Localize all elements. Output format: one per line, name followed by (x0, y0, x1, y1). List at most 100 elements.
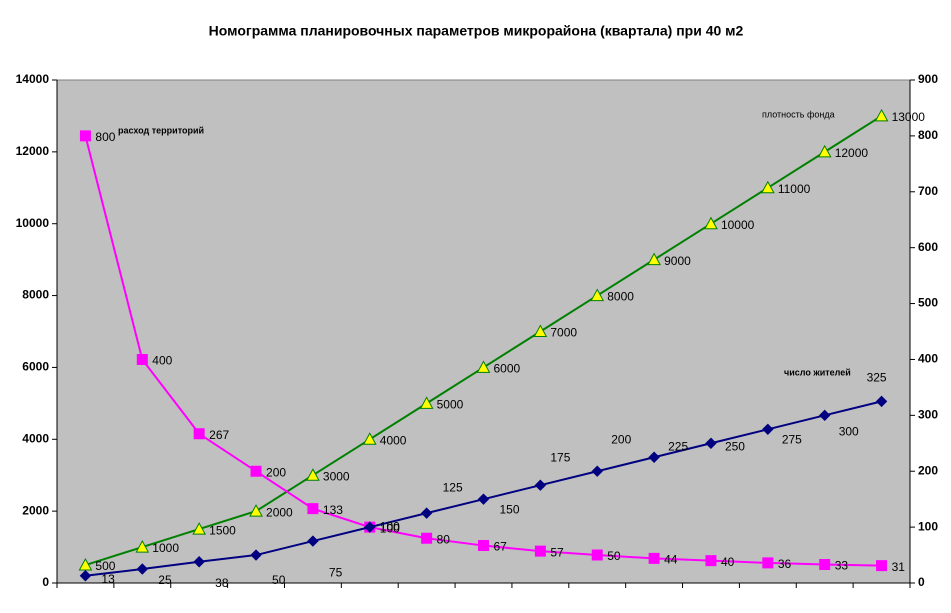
chart-title: Номограмма планировочных параметров микр… (209, 23, 744, 39)
marker (420, 507, 433, 519)
marker (136, 353, 148, 365)
marker (534, 545, 546, 557)
y-tick-label: 4000 (22, 431, 49, 445)
series-label: число жителей (784, 367, 851, 377)
data-label: 300 (839, 425, 859, 439)
data-label: 12000 (835, 146, 869, 160)
data-label: 1500 (209, 523, 236, 537)
data-label: 1000 (152, 541, 179, 555)
marker (135, 540, 150, 553)
data-label: 125 (443, 480, 463, 494)
marker (362, 432, 377, 445)
marker (477, 493, 490, 505)
data-label: 13000 (892, 110, 926, 124)
marker (705, 555, 717, 567)
marker (648, 552, 660, 564)
marker (819, 559, 831, 571)
data-label: 500 (95, 559, 115, 573)
data-label: 4000 (380, 433, 407, 447)
y2-tick-label: 300 (918, 408, 938, 422)
y2-tick-label: 200 (918, 463, 938, 477)
data-label: 175 (550, 450, 570, 464)
y-tick-label: 0 (42, 575, 49, 589)
marker (476, 360, 491, 373)
data-label: 67 (494, 540, 508, 554)
marker (762, 557, 774, 569)
y2-tick-label: 700 (918, 184, 938, 198)
marker (874, 108, 889, 122)
marker (875, 395, 888, 408)
marker (192, 522, 207, 535)
marker (419, 396, 434, 409)
data-label: 225 (668, 439, 688, 453)
marker (250, 465, 262, 477)
marker (704, 216, 718, 230)
marker (136, 563, 149, 575)
y2-tick-label: 400 (918, 352, 938, 366)
data-label: 100 (380, 521, 400, 535)
marker (306, 468, 320, 481)
marker (647, 252, 661, 266)
data-label: 13 (101, 572, 115, 586)
y2-tick-label: 900 (918, 72, 938, 86)
data-label: 25 (158, 573, 172, 587)
data-label: 275 (782, 432, 802, 446)
series-label: расход территорий (118, 125, 204, 135)
data-label: 400 (152, 354, 172, 368)
marker (590, 288, 605, 302)
marker (421, 532, 433, 544)
marker (817, 144, 832, 158)
data-label: 133 (323, 503, 343, 517)
marker (762, 423, 774, 436)
y2-tick-label: 100 (918, 519, 938, 533)
data-label: 6000 (494, 362, 521, 376)
marker (193, 556, 205, 568)
data-label: 10000 (721, 218, 755, 232)
marker (478, 540, 489, 552)
marker (307, 503, 319, 515)
marker (591, 465, 603, 477)
data-label: 40 (721, 555, 735, 569)
y-tick-label: 12000 (16, 144, 50, 158)
y-tick-label: 6000 (22, 360, 49, 374)
y2-tick-label: 0 (918, 575, 925, 589)
data-label: 250 (725, 439, 745, 453)
data-label: 2000 (266, 505, 293, 519)
marker (591, 549, 603, 561)
y-tick-label: 10000 (16, 216, 50, 230)
marker (705, 437, 717, 449)
marker (307, 535, 319, 547)
data-label: 267 (209, 428, 229, 442)
marker (533, 324, 548, 337)
y-tick-label: 2000 (22, 503, 49, 517)
data-label: 7000 (550, 326, 577, 340)
y2-tick-label: 800 (918, 128, 938, 142)
y-tick-label: 14000 (16, 72, 50, 86)
y2-tick-label: 500 (918, 296, 938, 310)
data-label: 38 (215, 576, 229, 590)
data-label: 800 (95, 130, 115, 144)
data-label: 50 (607, 549, 621, 563)
marker (534, 479, 547, 491)
data-label: 75 (329, 565, 343, 579)
data-label: 3000 (323, 469, 350, 483)
y-tick-label: 8000 (22, 288, 49, 302)
data-label: 200 (611, 432, 631, 446)
marker (876, 560, 888, 572)
data-label: 100 (380, 519, 400, 533)
data-label: 9000 (664, 254, 691, 268)
data-label: 200 (266, 465, 286, 479)
marker (250, 549, 262, 561)
data-label: 5000 (437, 398, 464, 412)
marker (193, 428, 205, 440)
data-label: 50 (272, 573, 286, 587)
marker (249, 504, 263, 517)
data-label: 8000 (607, 290, 634, 304)
data-label: 33 (835, 559, 849, 573)
data-label: 57 (550, 545, 564, 559)
marker (364, 521, 376, 533)
marker (760, 180, 775, 194)
data-label: 80 (437, 532, 451, 546)
series-label: плотность фонда (762, 109, 835, 119)
